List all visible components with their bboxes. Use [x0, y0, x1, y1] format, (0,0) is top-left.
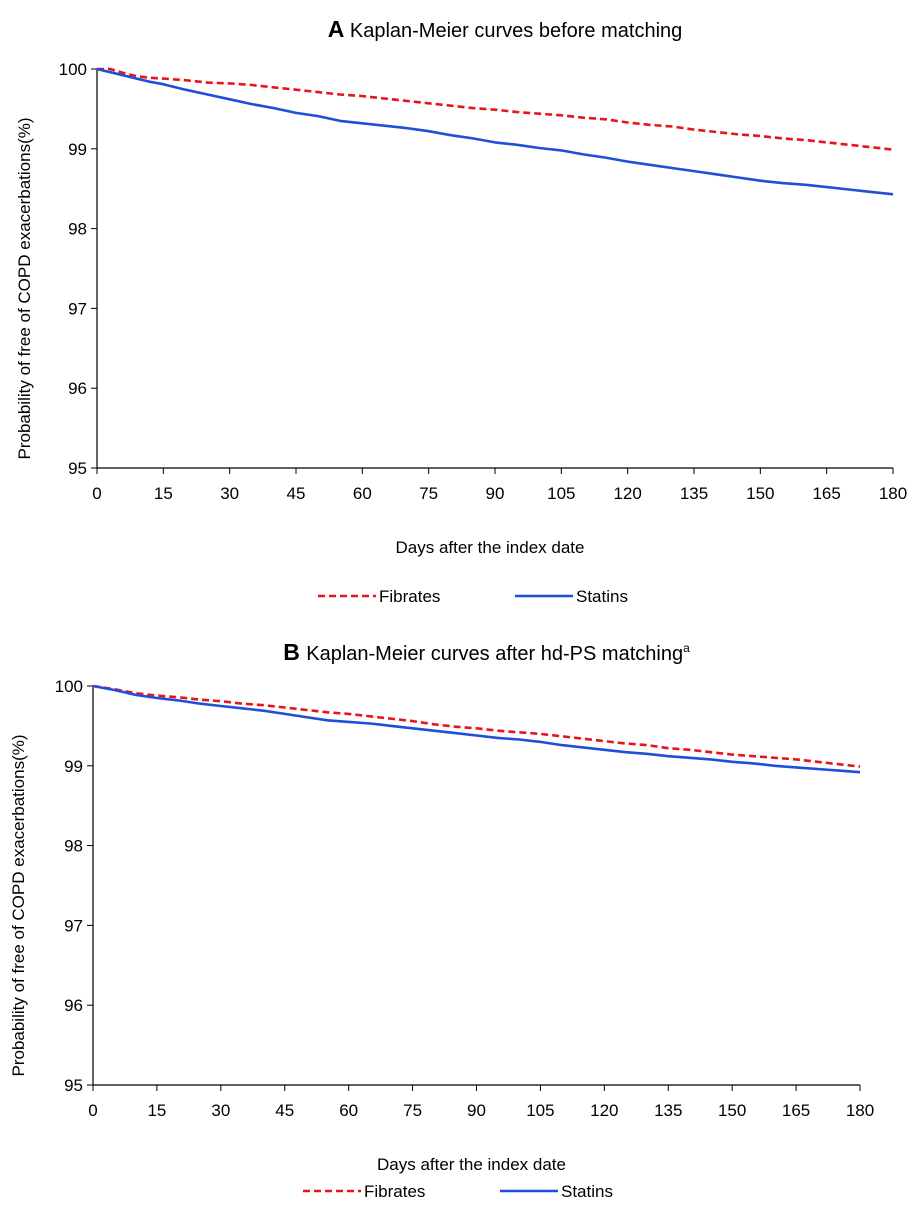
x-tick-label: 135 — [654, 1101, 682, 1120]
x-tick-label: 60 — [339, 1101, 358, 1120]
x-tick-label: 105 — [526, 1101, 554, 1120]
y-axis-label: Probability of free of COPD exacerbation… — [15, 117, 34, 459]
y-tick-label: 99 — [68, 140, 87, 159]
x-tick-label: 45 — [287, 484, 306, 503]
legend-label-fibrates: Fibrates — [379, 587, 440, 606]
x-tick-label: 150 — [746, 484, 774, 503]
series-line-fibrates — [92, 684, 861, 768]
x-tick-label: 120 — [590, 1101, 618, 1120]
y-tick-label: 99 — [64, 757, 83, 776]
x-tick-label: 75 — [403, 1101, 422, 1120]
title-text: Kaplan-Meier curves before matching — [350, 20, 682, 42]
x-tick-label: 90 — [467, 1101, 486, 1120]
chart-title: B Kaplan-Meier curves after hd-PS matchi… — [283, 639, 690, 665]
x-tick-label: 120 — [613, 484, 641, 503]
title-text: Kaplan-Meier curves after hd-PS matching — [306, 643, 683, 665]
y-tick-label: 96 — [68, 379, 87, 398]
series-line-statins — [96, 67, 894, 196]
x-axis-label: Days after the index date — [395, 538, 584, 557]
series-line-fibrates — [97, 67, 894, 151]
x-tick-label: 75 — [419, 484, 438, 503]
y-tick-label: 97 — [68, 299, 87, 318]
legend-label-statins: Statins — [576, 587, 628, 606]
y-axis-label: Probability of free of COPD exacerbation… — [9, 734, 28, 1076]
x-tick-label: 15 — [154, 484, 173, 503]
x-axis-label: Days after the index date — [377, 1155, 566, 1174]
x-tick-label: 105 — [547, 484, 575, 503]
x-tick-label: 135 — [680, 484, 708, 503]
x-tick-label: 0 — [92, 484, 101, 503]
x-tick-label: 30 — [211, 1101, 230, 1120]
x-tick-label: 90 — [486, 484, 505, 503]
x-tick-label: 15 — [147, 1101, 166, 1120]
y-tick-label: 98 — [68, 220, 87, 239]
chart-panel-b: B Kaplan-Meier curves after hd-PS matchi… — [0, 620, 916, 1205]
y-tick-label: 95 — [64, 1076, 83, 1095]
y-tick-label: 98 — [64, 837, 83, 856]
panel-letter: B — [283, 639, 306, 665]
chart-a-svg: A Kaplan-Meier curves before matching 95 9… — [15, 16, 907, 606]
panel-letter: A — [328, 16, 350, 42]
x-tick-label: 165 — [812, 484, 840, 503]
legend-label-fibrates: Fibrates — [364, 1182, 425, 1201]
series-line-statins — [92, 684, 861, 774]
x-tick-label: 0 — [88, 1101, 97, 1120]
chart-b-svg: B Kaplan-Meier curves after hd-PS matchi… — [9, 639, 874, 1201]
x-tick-label: 180 — [879, 484, 907, 503]
legend-label-statins: Statins — [561, 1182, 613, 1201]
x-tick-label: 165 — [782, 1101, 810, 1120]
y-tick-label: 100 — [59, 60, 87, 79]
chart-title: A Kaplan-Meier curves before matching — [328, 16, 683, 42]
y-tick-label: 100 — [55, 677, 83, 696]
title-superscript: a — [683, 641, 690, 655]
y-tick-label: 95 — [68, 459, 87, 478]
x-tick-label: 45 — [275, 1101, 294, 1120]
x-tick-label: 30 — [220, 484, 239, 503]
x-tick-label: 150 — [718, 1101, 746, 1120]
y-tick-label: 96 — [64, 996, 83, 1015]
chart-panel-a: A Kaplan-Meier curves before matching 95 9… — [15, 16, 907, 606]
x-tick-label: 60 — [353, 484, 372, 503]
y-tick-label: 97 — [64, 916, 83, 935]
x-tick-label: 180 — [846, 1101, 874, 1120]
